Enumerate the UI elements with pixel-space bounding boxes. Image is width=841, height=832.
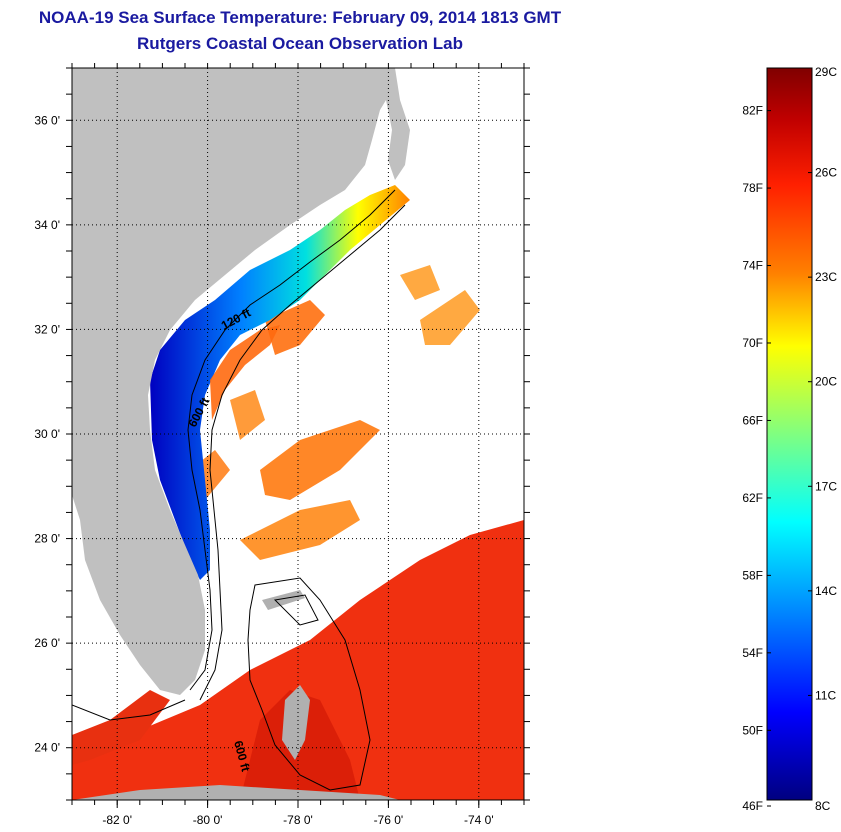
lon-tick-label: -82 0' [102, 813, 132, 827]
offshore-warm-patch [240, 500, 360, 560]
lat-tick-label: 36 0' [34, 113, 60, 127]
offshore-warm-patch [400, 265, 440, 300]
land-cuba [72, 785, 400, 800]
colorbar-f-label: 70F [742, 336, 763, 350]
bathymetry-contour-bahamas [273, 594, 319, 626]
colorbar-labels: 82F 78F 74F 70F 66F 62F 58F 54F 50F 46F 29C 26C 23C 2… [742, 65, 837, 813]
land-outer-banks [380, 68, 410, 180]
map-subtitle: Rutgers Coastal Ocean Observation Lab [137, 34, 463, 53]
lat-tick-label: 28 0' [34, 532, 60, 546]
colorbar-f-label: 66F [742, 413, 763, 427]
lon-tick-label: -80 0' [193, 813, 223, 827]
offshore-warm-patch [420, 290, 480, 345]
lat-tick-label: 26 0' [34, 636, 60, 650]
lat-tick-label: 30 0' [34, 427, 60, 441]
florida-straits-water [72, 690, 170, 765]
colorbar-f-label: 46F [742, 799, 763, 813]
offshore-warm-patch [230, 390, 265, 440]
land-andros-island [282, 685, 310, 760]
colorbar-f-label: 50F [742, 723, 763, 737]
colorbar-f-label: 54F [742, 646, 763, 660]
lat-tick-label: 34 0' [34, 218, 60, 232]
lon-tick-label: -78 0' [283, 813, 313, 827]
colorbar-f-label: 82F [742, 104, 763, 118]
colorbar-c-label: 29C [815, 65, 837, 79]
colorbar-f-label: 74F [742, 259, 763, 273]
colorbar-f-label: 78F [742, 181, 763, 195]
bathymetry-contour-120ft [187, 189, 396, 691]
map-title: NOAA-19 Sea Surface Temperature: Februar… [38, 8, 562, 27]
lat-lon-grid [72, 68, 524, 800]
lat-tick-label: 32 0' [34, 322, 60, 336]
axis-ticks: -82 0' -80 0' -78 0' -76 0' -74 0' 24 0' 26 0'… [34, 63, 530, 827]
land-grand-bahama [262, 590, 305, 610]
colorbar-c-label: 23C [815, 270, 837, 284]
lon-tick-label: -76 0' [374, 813, 404, 827]
colorbar-c-label: 26C [815, 166, 837, 180]
colorbar-f-label: 62F [742, 491, 763, 505]
coastal-sst-band [150, 185, 410, 580]
shelf-warm-water [210, 325, 280, 420]
bathymetry-contour-keys [72, 699, 186, 721]
lat-tick-label: 24 0' [34, 741, 60, 755]
colorbar-gradient [766, 67, 813, 801]
colorbar-c-label: 8C [815, 799, 831, 813]
offshore-warm-patch [260, 420, 380, 500]
bathymetry-contour-bahamas [247, 577, 371, 791]
lon-tick-label: -74 0' [464, 813, 494, 827]
colorbar-c-label: 17C [815, 479, 837, 493]
colorbar-c-label: 14C [815, 584, 837, 598]
colorbar-c-label: 11C [815, 688, 836, 702]
bathymetry-contour-600ft [199, 204, 406, 701]
colorbar-f-label: 58F [742, 568, 763, 582]
colorbar-c-label: 20C [815, 375, 837, 389]
